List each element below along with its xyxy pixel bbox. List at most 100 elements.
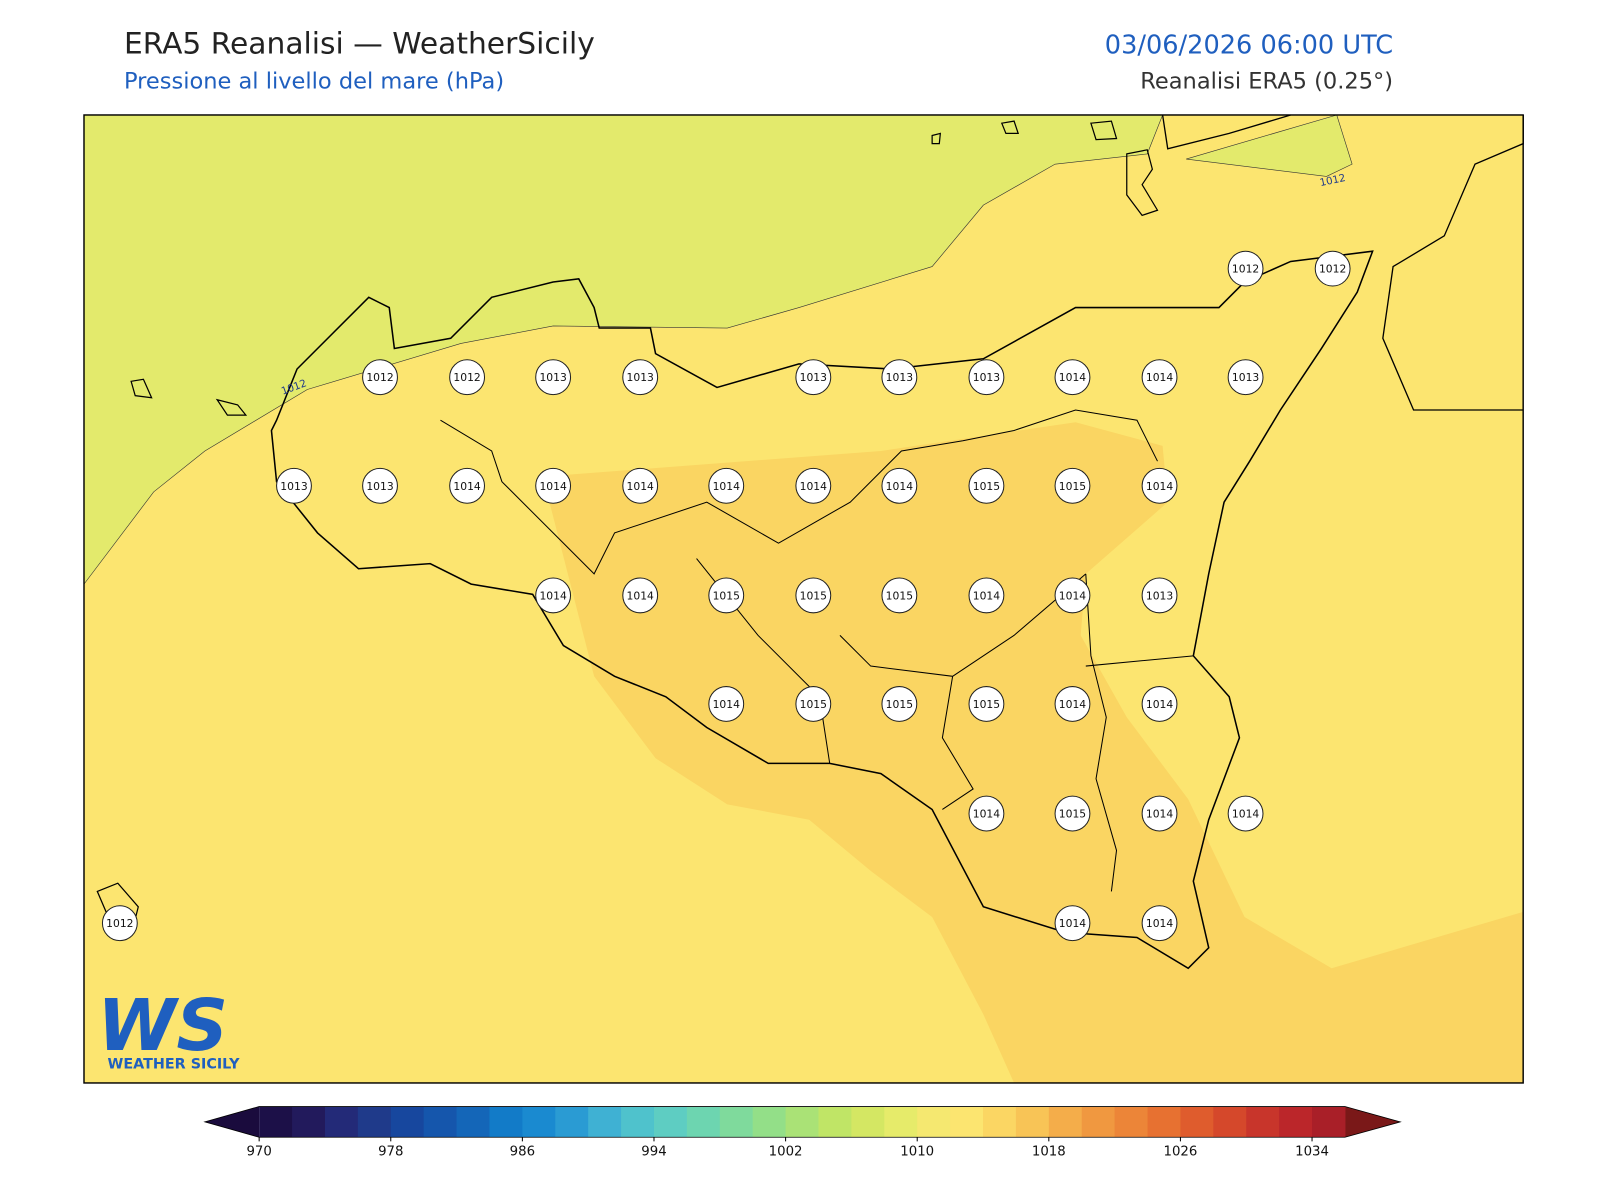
- station-marker: [535, 577, 572, 614]
- station-marker: [1054, 359, 1091, 396]
- station-marker: [795, 686, 832, 722]
- colorbar: 970 978 986 994 1002 1010 1018 1026 1034: [203, 1106, 1402, 1160]
- colorbar-extend-low: [204, 1106, 260, 1138]
- station-value: 1012: [106, 917, 133, 930]
- station-marker: [622, 577, 659, 614]
- station-value: 1013: [1232, 371, 1259, 384]
- station-value: 1014: [1059, 698, 1087, 711]
- station-value: 1014: [453, 480, 481, 493]
- station-value: 1013: [280, 480, 307, 493]
- map-frame: [83, 114, 1524, 1084]
- colorbar-cell: [1312, 1106, 1346, 1138]
- station-marker: [1227, 795, 1264, 832]
- colorbar-cell: [1279, 1106, 1313, 1138]
- colorbar-cell: [1081, 1106, 1116, 1138]
- station-value: 1014: [886, 480, 914, 493]
- colorbar-cell: [259, 1106, 293, 1138]
- colorbar-cell: [983, 1106, 1017, 1138]
- station-value: 1015: [973, 480, 1000, 493]
- colorbar-tick-label: 970: [246, 1145, 271, 1160]
- datetime: 03/06/2026 06:00 UTC: [1105, 31, 1393, 61]
- station-value: 1013: [886, 371, 913, 384]
- station-value: 1012: [366, 371, 393, 384]
- station-value: 1014: [1146, 808, 1174, 821]
- station-value: 1014: [1146, 698, 1174, 711]
- station-value: 1014: [1059, 917, 1087, 930]
- station-value: 1015: [800, 698, 827, 711]
- colorbar-cell: [917, 1106, 951, 1138]
- station-marker: [535, 359, 572, 396]
- colorbar-cell: [1147, 1106, 1181, 1138]
- colorbar-cell: [851, 1106, 885, 1138]
- station-value: 1014: [800, 480, 828, 493]
- station-marker: [1054, 467, 1091, 504]
- colorbar-cell: [456, 1106, 490, 1138]
- station-marker: [1227, 250, 1264, 287]
- logo-text: WEATHER SICILY: [108, 1057, 241, 1073]
- colorbar-tick-label: 1034: [1295, 1145, 1329, 1160]
- station-value: 1014: [539, 480, 567, 493]
- station-value: 1015: [973, 698, 1000, 711]
- stations: 1012 1012 1012 1012 1013 1013 1013 1013 1013 1014…: [101, 250, 1351, 942]
- station-value: 1012: [453, 371, 480, 384]
- colorbar-outline: [203, 1106, 1402, 1138]
- map: [83, 114, 1524, 1084]
- station-value: 1015: [800, 589, 827, 602]
- station-marker: [1141, 686, 1178, 722]
- station-value: 1013: [973, 371, 1000, 384]
- colorbar-cell: [621, 1106, 655, 1138]
- station-marker: [1141, 359, 1178, 396]
- colorbar-cell: [1246, 1106, 1280, 1138]
- station-value: 1014: [627, 589, 655, 602]
- colorbar-cell: [390, 1106, 425, 1138]
- colorbar-tick-label: 1002: [769, 1145, 803, 1160]
- colorbar-cell: [686, 1106, 721, 1138]
- colorbar-cell: [489, 1106, 523, 1138]
- colorbar-cell: [522, 1106, 556, 1138]
- station-marker: [968, 686, 1005, 722]
- station-marker: [101, 905, 138, 942]
- station-marker: [1054, 686, 1091, 722]
- logo-mark: WS: [97, 983, 228, 1067]
- station-marker: [1141, 905, 1178, 942]
- station-value: 1014: [713, 480, 741, 493]
- station-value: 1014: [1232, 808, 1260, 821]
- station-value: 1014: [1059, 371, 1087, 384]
- colorbar-tick-label: 1010: [900, 1145, 934, 1160]
- station-value: 1013: [800, 371, 827, 384]
- colorbar-tick-label: 1018: [1032, 1145, 1066, 1160]
- station-marker: [968, 795, 1005, 832]
- station-marker: [1141, 795, 1178, 832]
- station-value: 1013: [366, 480, 393, 493]
- colorbar-cell: [653, 1106, 688, 1138]
- colorbar-cell: [1114, 1106, 1149, 1138]
- station-marker: [535, 467, 572, 504]
- station-marker: [881, 359, 918, 396]
- colorbar-cell: [719, 1106, 754, 1138]
- colorbar-cell: [292, 1106, 326, 1138]
- station-value: 1015: [886, 589, 913, 602]
- station-value: 1014: [713, 698, 741, 711]
- station-marker: [881, 467, 918, 504]
- station-marker: [708, 686, 745, 722]
- station-marker: [795, 467, 832, 504]
- station-marker: [1054, 577, 1091, 614]
- station-marker: [881, 577, 918, 614]
- station-value: 1012: [1232, 263, 1259, 276]
- station-marker: [968, 467, 1005, 504]
- colorbar-cell: [1213, 1106, 1247, 1138]
- colorbar-cell: [785, 1106, 820, 1138]
- contour-label: 1012: [1319, 172, 1347, 189]
- contour-region-low: [1186, 114, 1353, 177]
- colorbar-tick-label: 986: [510, 1145, 535, 1160]
- station-marker: [362, 359, 398, 396]
- colorbar-cell: [588, 1106, 622, 1138]
- colorbar-cell: [1015, 1106, 1050, 1138]
- station-value: 1014: [539, 589, 567, 602]
- colorbar-cell: [555, 1106, 589, 1138]
- source: Reanalisi ERA5 (0.25°): [1140, 68, 1393, 94]
- station-value: 1014: [1059, 589, 1087, 602]
- station-marker: [362, 467, 398, 504]
- station-value: 1014: [973, 589, 1001, 602]
- station-marker: [968, 359, 1005, 396]
